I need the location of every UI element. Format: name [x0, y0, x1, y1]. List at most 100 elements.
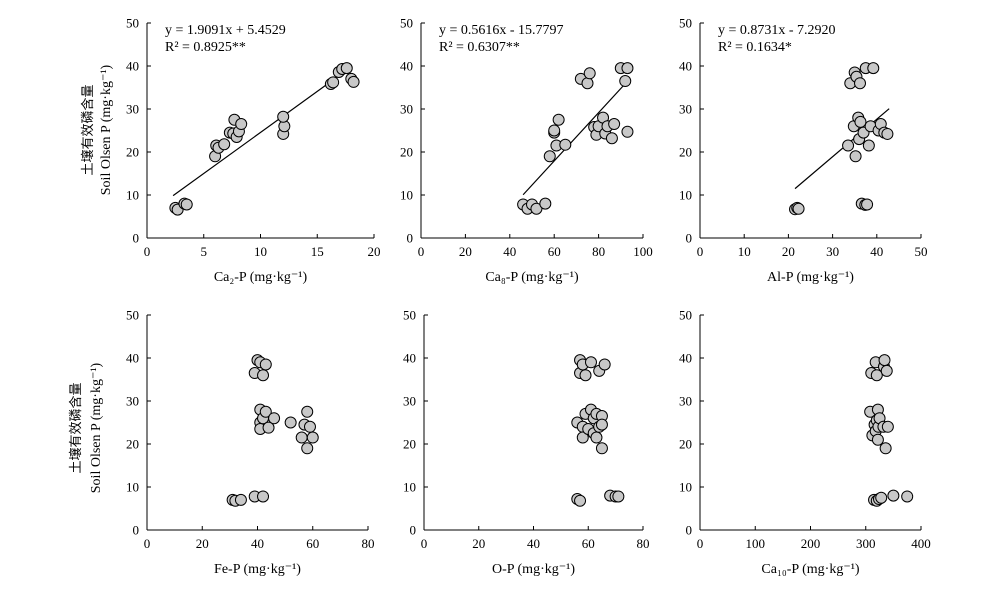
- y-tick-label: 20: [126, 145, 139, 160]
- data-point: [584, 356, 597, 369]
- regression-line: [794, 108, 890, 190]
- y-tick-label: 10: [679, 188, 692, 203]
- x-tick-label: 60: [548, 244, 561, 259]
- y-tick-label: 20: [403, 437, 416, 452]
- x-tick-label: 40: [503, 244, 516, 259]
- regression-equation: y = 1.9091x + 5.4529: [165, 23, 286, 38]
- x-tick-label: 80: [362, 536, 375, 551]
- data-point: [590, 431, 603, 444]
- data-point: [854, 77, 867, 90]
- y-tick-label: 30: [679, 394, 692, 409]
- data-point: [284, 416, 297, 429]
- x-tick-label: 60: [306, 536, 319, 551]
- x-tick-label: 200: [801, 536, 821, 551]
- data-point: [595, 418, 608, 431]
- x-tick-label: 0: [144, 244, 151, 259]
- data-point: [581, 77, 594, 90]
- x-tick-label: 100: [746, 536, 766, 551]
- x-tick-label: 400: [911, 536, 931, 551]
- x-tick-label: 60: [582, 536, 595, 551]
- data-point: [608, 118, 621, 131]
- data-point: [598, 358, 611, 371]
- data-point: [870, 369, 883, 382]
- y-tick-label: 30: [126, 102, 139, 117]
- x-tick-label: 80: [637, 536, 650, 551]
- y-tick-label: 50: [400, 16, 413, 31]
- data-point: [543, 150, 556, 163]
- panel-alp: 0 10 20 30 40 50 0 10 20 30 40 50 Al-P (mg·kg⁻¹) y = …: [679, 16, 928, 286]
- data-point: [621, 62, 634, 75]
- y-tick-label: 20: [400, 145, 413, 160]
- x-tick-label: 300: [856, 536, 876, 551]
- y-tick-label: 30: [126, 394, 139, 409]
- data-point: [849, 150, 862, 163]
- data-point: [871, 433, 884, 446]
- x-tick-label: 20: [368, 244, 381, 259]
- y-tick-label: 50: [679, 16, 692, 31]
- x-tick-label: 10: [738, 244, 751, 259]
- ylabel-cn: 土壤有效磷含量: [80, 84, 96, 175]
- y-tick-label: 40: [679, 351, 692, 366]
- x-tick-label: 40: [527, 536, 540, 551]
- data-point: [548, 124, 561, 137]
- x-tick-label: 30: [826, 244, 839, 259]
- y-tick-label: 50: [126, 16, 139, 31]
- data-point: [180, 198, 193, 211]
- data-point: [235, 118, 248, 131]
- regression-equation: y = 0.8731x - 7.2920: [718, 23, 836, 38]
- data-point: [574, 494, 587, 507]
- data-point: [262, 421, 275, 434]
- x-tick-label: 80: [592, 244, 605, 259]
- y-tick-label: 0: [410, 523, 417, 538]
- ylabel-cn: 土壤有效磷含量: [68, 382, 84, 473]
- y-tick-label: 10: [403, 480, 416, 495]
- data-point: [881, 127, 894, 140]
- data-point: [861, 198, 874, 211]
- row1-ylabel: 土壤有效磷含量 Soil Olsen P (mg·kg⁻¹): [80, 64, 114, 195]
- panel-fep: 0 10 20 30 40 50 0 20 40 60 80 Fe-P (mg·kg⁻¹): [126, 308, 375, 578]
- data-point: [619, 75, 632, 88]
- y-tick-label: 0: [686, 231, 693, 246]
- x-tick-label: 15: [311, 244, 324, 259]
- regression-equation: y = 0.5616x - 15.7797: [439, 23, 564, 38]
- ylabel-en: Soil Olsen P (mg·kg⁻¹): [99, 64, 114, 195]
- y-tick-label: 10: [126, 188, 139, 203]
- ylabel-en: Soil Olsen P (mg·kg⁻¹): [89, 362, 104, 493]
- data-point: [595, 442, 608, 455]
- r-squared: R² = 0.6307**: [439, 40, 520, 55]
- x-tick-label: 0: [418, 244, 425, 259]
- data-point: [612, 490, 625, 503]
- x-tick-label: 20: [196, 536, 209, 551]
- y-tick-label: 50: [126, 308, 139, 323]
- y-tick-label: 0: [686, 523, 693, 538]
- data-point: [234, 493, 247, 506]
- data-point: [539, 197, 552, 210]
- y-tick-label: 20: [679, 437, 692, 452]
- data-point: [347, 75, 360, 88]
- x-axis-title: Ca₁₀-P (mg·kg⁻¹): [761, 562, 860, 577]
- panel-ca2p: 0 10 20 30 40 50 0 5 10 15 20 Ca₂-P (mg·kg⁻¹) y = 1.…: [126, 16, 381, 286]
- row2-ylabel: 土壤有效磷含量 Soil Olsen P (mg·kg⁻¹): [68, 362, 104, 493]
- x-axis-title: O-P (mg·kg⁻¹): [492, 562, 575, 577]
- data-point: [327, 76, 340, 89]
- data-point: [605, 132, 618, 145]
- data-point: [530, 202, 543, 215]
- data-point: [259, 405, 272, 418]
- data-point: [901, 490, 914, 503]
- x-tick-label: 0: [697, 536, 704, 551]
- y-tick-label: 20: [679, 145, 692, 160]
- data-point: [268, 412, 281, 425]
- data-point: [875, 491, 888, 504]
- data-point: [878, 354, 891, 367]
- x-axis-title: Al-P (mg·kg⁻¹): [767, 270, 854, 285]
- y-tick-label: 10: [679, 480, 692, 495]
- y-tick-label: 10: [400, 188, 413, 203]
- data-point: [792, 202, 805, 215]
- r-squared: R² = 0.1634*: [718, 40, 792, 55]
- data-point: [583, 67, 596, 80]
- x-tick-label: 0: [697, 244, 704, 259]
- data-point: [257, 490, 270, 503]
- x-tick-label: 50: [915, 244, 928, 259]
- data-point: [867, 62, 880, 75]
